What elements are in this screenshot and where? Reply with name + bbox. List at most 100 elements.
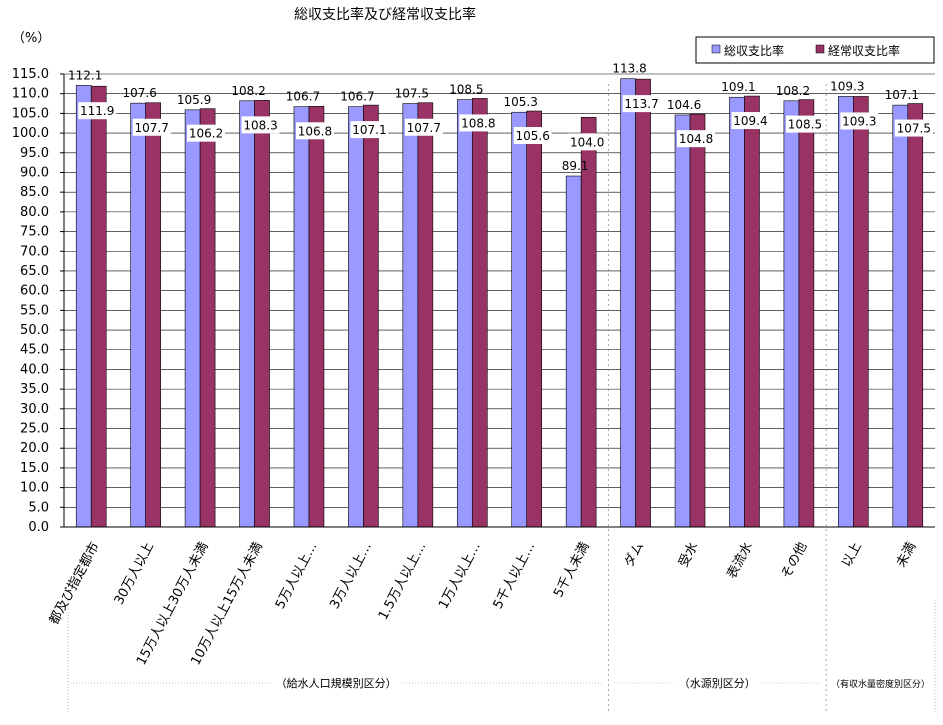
bar-recurring-ratio bbox=[580, 117, 597, 528]
data-label-box bbox=[568, 133, 607, 151]
y-tick-label: 65.0 bbox=[20, 264, 49, 279]
data-label-box bbox=[894, 119, 933, 137]
y-tick-label: 110.0 bbox=[12, 87, 49, 102]
x-category-label: 1万人以上… bbox=[436, 540, 484, 612]
bar-total-ratio bbox=[402, 103, 419, 528]
y-tick-label: 115.0 bbox=[12, 67, 49, 82]
data-label-total: 105.3 bbox=[504, 95, 538, 109]
data-label-total: 107.6 bbox=[122, 86, 156, 100]
data-label-recurring: 106.2 bbox=[189, 127, 223, 141]
data-label-recurring: 108.5 bbox=[788, 118, 822, 132]
bar-recurring-ratio bbox=[853, 96, 869, 528]
bar-recurring-ratio bbox=[145, 102, 161, 528]
data-label-total: 113.8 bbox=[612, 62, 646, 76]
bar-total-ratio bbox=[838, 96, 854, 528]
data-label-recurring: 109.4 bbox=[733, 114, 767, 128]
data-label-total: 104.6 bbox=[667, 98, 701, 112]
y-tick-label: 105.0 bbox=[12, 106, 49, 121]
bar-total-ratio bbox=[511, 111, 528, 528]
data-label-recurring: 111.9 bbox=[80, 104, 114, 118]
bar-total-ratio bbox=[456, 99, 473, 528]
y-tick-label: 85.0 bbox=[20, 185, 49, 200]
y-tick-label: 10.0 bbox=[20, 481, 49, 496]
data-label-box bbox=[132, 118, 171, 136]
data-label-box bbox=[622, 95, 661, 113]
x-category-label: ダム bbox=[622, 540, 647, 570]
y-tick-label: 75.0 bbox=[20, 225, 49, 240]
bar-total-ratio bbox=[293, 106, 310, 528]
chart-title: 総収支比率及び経常収支比率 bbox=[294, 6, 476, 23]
legend: 総収支比率 経常収支比率 bbox=[695, 36, 935, 64]
group-label: （有収水量密度別区分） bbox=[831, 678, 930, 690]
data-label-box bbox=[731, 112, 770, 130]
data-label-total: 89.1 bbox=[562, 159, 589, 173]
data-label-recurring: 104.8 bbox=[679, 132, 713, 146]
bar-total-ratio bbox=[184, 109, 201, 528]
legend-swatch-total bbox=[711, 44, 721, 54]
data-label-box bbox=[241, 116, 280, 134]
x-category-label: 30万人以上 bbox=[112, 540, 157, 608]
data-label-recurring: 113.7 bbox=[624, 97, 658, 111]
x-category-label: 5千人未満 bbox=[551, 540, 593, 600]
group-label: （給水人口規模別区分） bbox=[276, 676, 397, 690]
y-tick-label: 60.0 bbox=[20, 284, 49, 299]
data-label-total: 108.5 bbox=[449, 83, 483, 97]
group-label-bg bbox=[271, 674, 401, 689]
data-label-total: 107.5 bbox=[395, 87, 429, 101]
bar-total-ratio bbox=[565, 175, 582, 528]
data-label-recurring: 107.1 bbox=[352, 123, 386, 137]
bar-recurring-ratio bbox=[417, 102, 434, 528]
x-category-label: その他 bbox=[779, 540, 811, 581]
x-category-label: 1.5万人以上… bbox=[376, 540, 429, 623]
data-label-total: 107.1 bbox=[885, 88, 919, 102]
data-label-recurring: 108.3 bbox=[243, 118, 277, 132]
bar-recurring-ratio bbox=[689, 113, 706, 528]
data-label-recurring: 107.7 bbox=[407, 121, 441, 135]
y-tick-label: 30.0 bbox=[20, 402, 49, 417]
x-category-label: 受水 bbox=[676, 540, 701, 570]
y-tick-label: 40.0 bbox=[20, 362, 49, 377]
data-label-recurring: 108.8 bbox=[461, 116, 495, 130]
data-label-recurring: 106.8 bbox=[298, 124, 332, 138]
bar-recurring-ratio bbox=[526, 110, 543, 528]
x-category-label: 表流水 bbox=[724, 540, 756, 581]
x-category-label: 3万人以上… bbox=[327, 540, 375, 612]
bar-total-ratio bbox=[674, 114, 691, 528]
data-label-box bbox=[677, 130, 716, 148]
data-label-recurring: 107.7 bbox=[134, 121, 168, 135]
y-tick-label: 70.0 bbox=[20, 244, 49, 259]
bar-total-ratio bbox=[620, 78, 636, 528]
legend-label-recurring: 経常収支比率 bbox=[828, 43, 900, 58]
y-tick-label: 5.0 bbox=[28, 500, 49, 515]
data-label-recurring: 107.5 bbox=[897, 122, 931, 136]
bar-recurring-ratio bbox=[635, 78, 651, 528]
bar-total-ratio bbox=[348, 106, 364, 528]
data-label-total: 112.1 bbox=[68, 68, 102, 82]
bar-recurring-ratio bbox=[363, 104, 379, 528]
x-category-label: 5万人以上… bbox=[273, 540, 321, 612]
data-label-total: 105.9 bbox=[177, 93, 211, 107]
data-label-recurring: 104.0 bbox=[570, 135, 604, 149]
data-label-total: 109.1 bbox=[721, 80, 755, 94]
data-label-total: 106.7 bbox=[286, 90, 320, 104]
y-tick-label: 0.0 bbox=[28, 520, 49, 535]
data-label-box bbox=[187, 124, 226, 142]
bar-recurring-ratio bbox=[744, 95, 760, 528]
group-label: （水源別区分） bbox=[679, 676, 756, 690]
y-tick-label: 95.0 bbox=[20, 146, 49, 161]
data-label-total: 109.3 bbox=[830, 79, 864, 93]
y-tick-label: 100.0 bbox=[12, 126, 49, 141]
y-tick-label: 15.0 bbox=[20, 461, 49, 476]
group-labels: （給水人口規模別区分） （水源別区分） （有収水量密度別区分） bbox=[67, 84, 936, 713]
group-label-bg bbox=[827, 674, 935, 689]
bar-total-ratio bbox=[892, 104, 909, 528]
axes: 0.0 5.0 10.0 15.0 20.0 25.0 30.0 35.0 40.0 45.0 50… bbox=[12, 67, 935, 535]
bar-total-ratio bbox=[130, 102, 146, 528]
bar-total-ratio bbox=[75, 85, 92, 528]
data-label-box bbox=[404, 118, 443, 136]
y-axis-unit-label: （%） bbox=[12, 31, 50, 46]
legend-box bbox=[695, 36, 935, 64]
data-label-box bbox=[350, 121, 389, 139]
data-label-recurring: 109.3 bbox=[842, 114, 876, 128]
x-category-label: 以上 bbox=[839, 540, 864, 570]
